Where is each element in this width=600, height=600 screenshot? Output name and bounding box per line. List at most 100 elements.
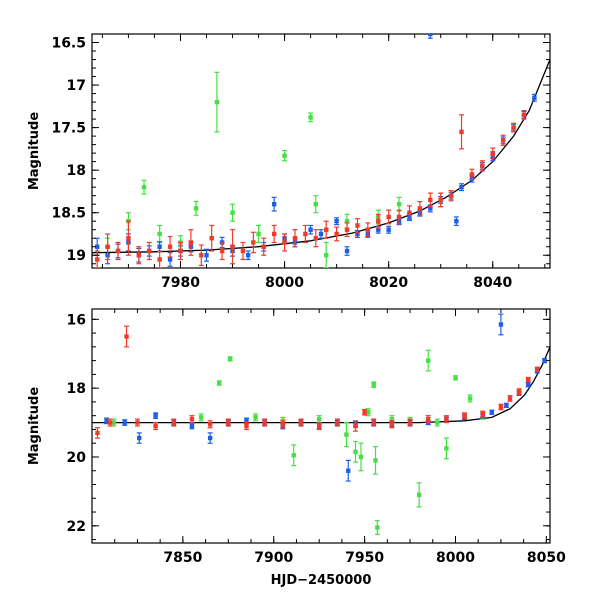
blue-data-point [189,422,195,430]
x-tick-label: 7850 [163,550,202,566]
blue-data-point [344,246,350,256]
green-data-point [443,437,449,460]
red-data-point [417,201,423,216]
green-data-point [216,380,222,386]
bottom-y-ticks: 16 18 20 22 [67,312,550,541]
red-data-point [459,114,465,150]
x-tick-label: 7980 [161,275,200,291]
green-data-point [198,413,204,422]
red-data-point [323,220,329,239]
green-data-point [434,418,440,427]
green-data-point [343,421,349,448]
red-data-point [298,418,304,427]
red-data-point [207,420,213,429]
green-data-point [291,444,297,467]
top-plot-frame [91,33,551,269]
red-data-point [375,213,381,229]
red-data-point [396,209,402,225]
red-data-point [507,395,513,402]
y-tick-label: 18.5 [51,206,86,222]
red-data-point [171,418,177,427]
blue-data-point [453,216,459,227]
top-y-axis-label: Magnitude [27,112,42,191]
blue-data-point [204,248,209,262]
red-data-point [521,109,527,120]
green-data-point [467,394,473,403]
blue-data-point [498,313,504,336]
red-data-point [448,189,454,202]
red-data-point [371,418,377,427]
red-data-point [344,222,350,238]
x-tick-label: 7950 [345,550,384,566]
x-tick-label: 8050 [527,550,566,566]
red-data-point [198,244,204,267]
red-data-point [262,418,268,427]
red-data-point [365,222,371,238]
red-data-point [480,410,486,418]
red-data-point [525,376,531,383]
red-data-point [124,325,130,348]
red-data-point [243,421,249,431]
red-data-point [500,134,506,147]
red-data-point [240,241,246,261]
green-data-point [308,112,314,123]
blue-data-point [136,432,142,444]
red-data-point [443,415,449,424]
red-data-point [107,418,113,427]
red-data-point [462,412,468,420]
red-data-point [511,122,517,133]
blue-data-point [245,250,251,261]
green-data-point [396,196,402,212]
red-data-point [386,209,392,225]
blue-data-point [542,357,548,364]
red-data-point [115,241,121,261]
y-tick-label: 16.5 [51,36,86,52]
red-data-point [125,220,131,256]
green-data-point [141,179,147,195]
x-tick-label: 8000 [265,275,304,291]
red-data-point [425,415,431,424]
green-data-point [282,149,288,162]
blue-data-point [153,412,159,420]
bottom-points-layer [94,313,548,535]
blue-data-point [334,217,340,226]
red-data-point [407,418,413,427]
red-data-point [316,421,322,431]
red-data-point [438,192,444,208]
y-tick-label: 19 [67,248,86,264]
top-panel: 7980 8000 8020 8040 16.5 17 17.5 18 18.5 19 Magn… [27,33,551,291]
red-data-point [271,224,277,244]
y-tick-label: 18 [67,381,86,397]
red-data-point [469,168,475,181]
red-data-point [389,420,395,429]
top-points-layer [94,34,537,268]
green-data-point [316,415,322,424]
green-data-point [253,413,259,422]
blue-data-point [503,402,509,409]
green-data-point [230,203,236,222]
red-data-point [313,229,319,248]
bottom-y-axis-label: Magnitude [27,387,42,466]
top-model-curve-layer [92,59,550,254]
red-data-point [250,231,256,254]
red-data-point [292,229,298,248]
top-y-ticks: 16.5 17 17.5 18 18.5 19 [51,33,550,265]
green-data-point [371,381,377,389]
blue-data-point [207,432,213,444]
blue-data-point [122,419,128,426]
blue-data-point [525,382,531,388]
red-data-point [490,147,496,159]
green-data-point [214,71,220,133]
red-data-point [105,233,111,261]
red-data-point [134,418,140,427]
model-curve [92,59,550,254]
y-tick-label: 18 [67,163,86,179]
top-x-ticks: 7980 8000 8020 8040 [101,34,546,291]
red-data-point [280,420,286,429]
blue-data-point [318,229,324,239]
x-tick-label: 8020 [369,275,408,291]
y-tick-label: 22 [67,519,86,535]
bottom-x-ticks: 7850 7900 7950 8000 8050 [91,309,566,566]
red-data-point [209,224,215,252]
